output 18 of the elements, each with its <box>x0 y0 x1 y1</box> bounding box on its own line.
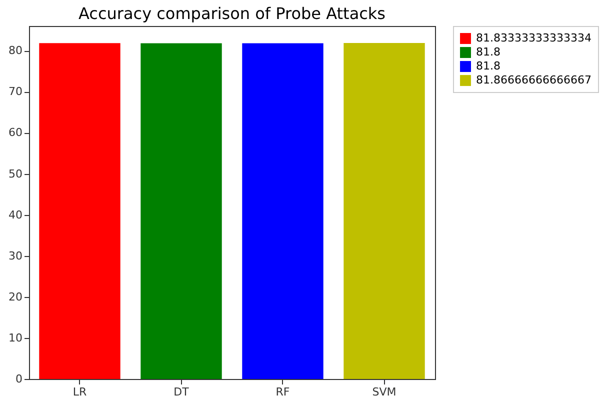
y-tick-label: 10 <box>8 331 22 344</box>
x-tick-label: DT <box>174 386 190 398</box>
y-tick-label: 20 <box>8 290 22 304</box>
legend-label: 81.83333333333334 <box>476 32 592 44</box>
y-tick-label: 70 <box>8 85 22 98</box>
legend-label: 81.8 <box>476 60 500 72</box>
y-tick-label: 30 <box>8 249 22 262</box>
legend-label: 81.86666666666667 <box>476 74 592 86</box>
y-tick-label: 0 <box>16 372 22 386</box>
chart-title: Accuracy comparison of Probe Attacks <box>78 4 386 23</box>
x-tick-label: LR <box>72 386 87 398</box>
y-tick-label: 50 <box>8 167 22 180</box>
y-tick-label: 80 <box>8 44 22 58</box>
legend-label: 81.8 <box>476 46 500 58</box>
y-tick-label: 40 <box>8 208 22 222</box>
y-tick-label: 60 <box>8 126 22 140</box>
x-tick-label: RF <box>276 386 290 398</box>
x-tick-label: SVM <box>372 386 396 398</box>
